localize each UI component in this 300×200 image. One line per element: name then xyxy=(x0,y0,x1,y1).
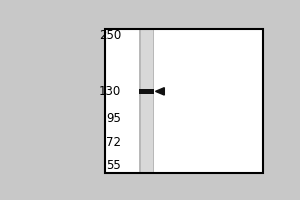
Text: 250: 250 xyxy=(99,29,121,42)
Text: 130: 130 xyxy=(99,85,121,98)
Text: 95: 95 xyxy=(106,112,121,125)
Text: 72: 72 xyxy=(106,136,121,149)
Bar xyxy=(139,29,141,173)
Bar xyxy=(139,89,154,94)
Bar xyxy=(105,29,263,173)
Bar xyxy=(139,29,154,173)
Bar xyxy=(105,29,263,173)
Polygon shape xyxy=(155,88,164,95)
Text: 55: 55 xyxy=(106,159,121,172)
Bar xyxy=(152,29,154,173)
